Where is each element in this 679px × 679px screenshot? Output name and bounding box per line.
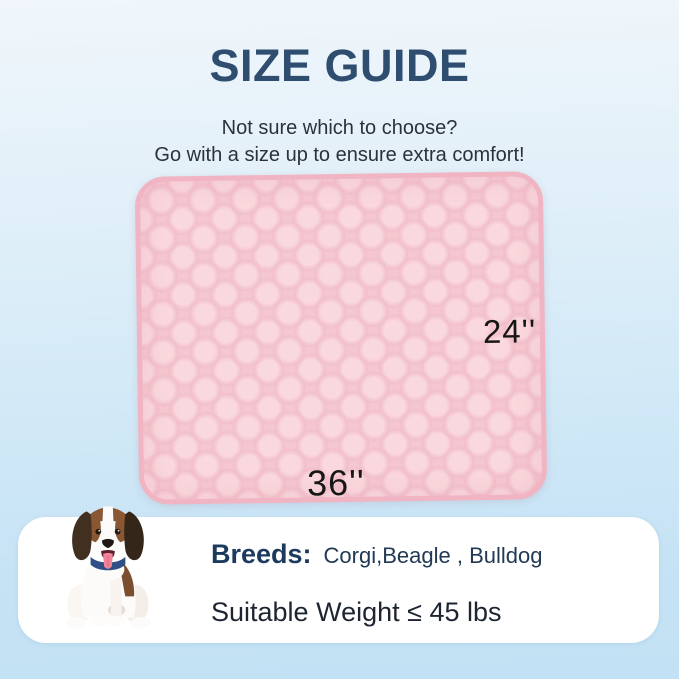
breeds-value: Corgi,Beagle , Bulldog: [323, 543, 543, 568]
weight-text: Suitable Weight ≤ 45 lbs: [211, 597, 502, 627]
page-title: SIZE GUIDE: [209, 40, 470, 91]
beagle-puppy-image: [66, 506, 151, 628]
breeds-label: Breeds:: [211, 539, 312, 569]
subtitle-line-2: Go with a size up to ensure extra comfor…: [154, 144, 525, 166]
subtitle-line-1: Not sure which to choose?: [221, 117, 458, 139]
cooling-mat-image: 24'' 36'': [134, 171, 548, 505]
breeds-line: Breeds: Corgi,Beagle , Bulldog: [211, 539, 542, 570]
mat-width-dimension-label: 36'': [306, 461, 366, 504]
mat-height-dimension-label: 24'': [482, 312, 537, 351]
